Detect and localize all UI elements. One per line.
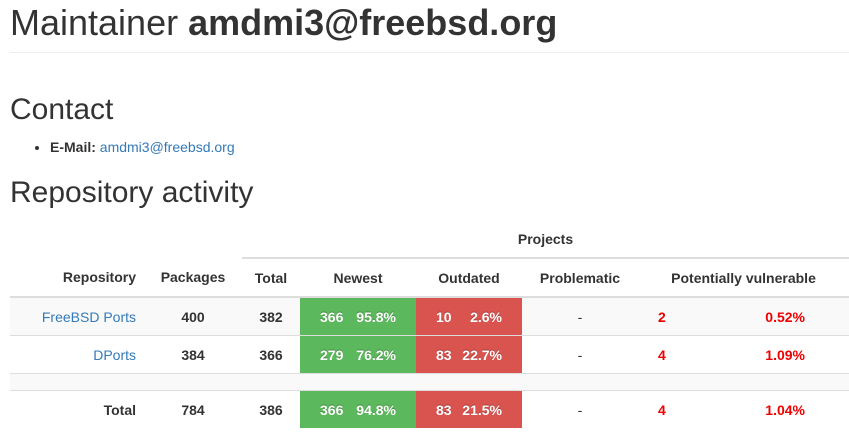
problematic-cell: - (522, 335, 638, 374)
col-header-problematic: Problematic (522, 258, 638, 298)
vulnerable-count: 4 (658, 346, 666, 363)
table-group-header-row: Projects (10, 220, 849, 259)
group-header-blank (10, 220, 242, 258)
page-title-email: amdmi3@freebsd.org (188, 2, 558, 43)
newest-percent: 95.8% (356, 308, 396, 325)
vulnerable-cell: 2 0.52% (638, 296, 849, 336)
page-title: Maintainer amdmi3@freebsd.org (10, 3, 557, 43)
repository-link[interactable]: FreeBSD Ports (41, 308, 136, 325)
total-total-cell: 386 (242, 390, 300, 428)
table-spacer-row (10, 373, 849, 391)
outdated-count: 83 (436, 401, 452, 418)
vulnerable-count: 4 (658, 401, 666, 418)
activity-heading: Repository activity (10, 176, 254, 209)
vulnerable-percent: 1.04% (765, 401, 805, 418)
packages-cell: 384 (144, 335, 242, 374)
total-problematic-cell: - (522, 390, 638, 428)
problematic-cell: - (522, 296, 638, 336)
col-header-packages: Packages (144, 258, 242, 298)
repository-link[interactable]: DPorts (93, 346, 136, 363)
total-vulnerable-cell: 4 1.04% (638, 390, 849, 428)
outdated-count: 10 (436, 308, 452, 325)
col-header-repository: Repository (10, 258, 144, 298)
vulnerable-cell: 4 1.09% (638, 335, 849, 374)
table-row: DPorts 384 366 279 76.2% 83 22.7% - 4 1.09% (10, 335, 849, 374)
repository-cell: FreeBSD Ports (10, 296, 144, 336)
contact-email-link[interactable]: amdmi3@freebsd.org (99, 139, 235, 155)
outdated-percent: 22.7% (462, 346, 502, 363)
newest-count: 366 (320, 401, 344, 418)
contact-list: E-Mail: amdmi3@freebsd.org (10, 138, 235, 156)
newest-count: 279 (320, 346, 344, 363)
newest-cell: 366 95.8% (300, 296, 416, 336)
newest-percent: 76.2% (356, 346, 396, 363)
total-cell: 366 (242, 335, 300, 374)
vulnerable-percent: 1.09% (765, 346, 805, 363)
outdated-percent: 2.6% (470, 308, 502, 325)
outdated-percent: 21.5% (462, 401, 502, 418)
outdated-cell: 83 22.7% (416, 335, 522, 374)
contact-email-item: E-Mail: amdmi3@freebsd.org (50, 138, 235, 156)
col-header-total: Total (242, 258, 300, 298)
projects-group-header: Projects (242, 220, 849, 259)
vulnerable-count: 2 (658, 308, 666, 325)
outdated-cell: 10 2.6% (416, 296, 522, 336)
repository-activity-table: Projects Repository Packages Total Newes… (10, 220, 849, 428)
table-total-row: Total 784 386 366 94.8% 83 21.5% - 4 1.04% (10, 390, 849, 428)
table-column-header-row: Repository Packages Total Newest Outdate… (10, 258, 849, 298)
table-row: FreeBSD Ports 400 382 366 95.8% 10 2.6% - … (10, 296, 849, 336)
page-title-prefix: Maintainer (10, 2, 179, 43)
contact-email-label: E-Mail: (50, 139, 96, 155)
col-header-outdated: Outdated (416, 258, 522, 298)
total-cell: 382 (242, 296, 300, 336)
newest-cell: 279 76.2% (300, 335, 416, 374)
total-label-cell: Total (10, 390, 144, 428)
repository-cell: DPorts (10, 335, 144, 374)
col-header-vulnerable: Potentially vulnerable (638, 258, 849, 298)
col-header-newest: Newest (300, 258, 416, 298)
total-newest-cell: 366 94.8% (300, 390, 416, 428)
spacer-cell (10, 373, 849, 391)
packages-cell: 400 (144, 296, 242, 336)
newest-count: 366 (320, 308, 344, 325)
title-divider (10, 52, 849, 53)
vulnerable-percent: 0.52% (765, 308, 805, 325)
contact-heading: Contact (10, 93, 114, 126)
newest-percent: 94.8% (356, 401, 396, 418)
total-packages-cell: 784 (144, 390, 242, 428)
outdated-count: 83 (436, 346, 452, 363)
total-outdated-cell: 83 21.5% (416, 390, 522, 428)
